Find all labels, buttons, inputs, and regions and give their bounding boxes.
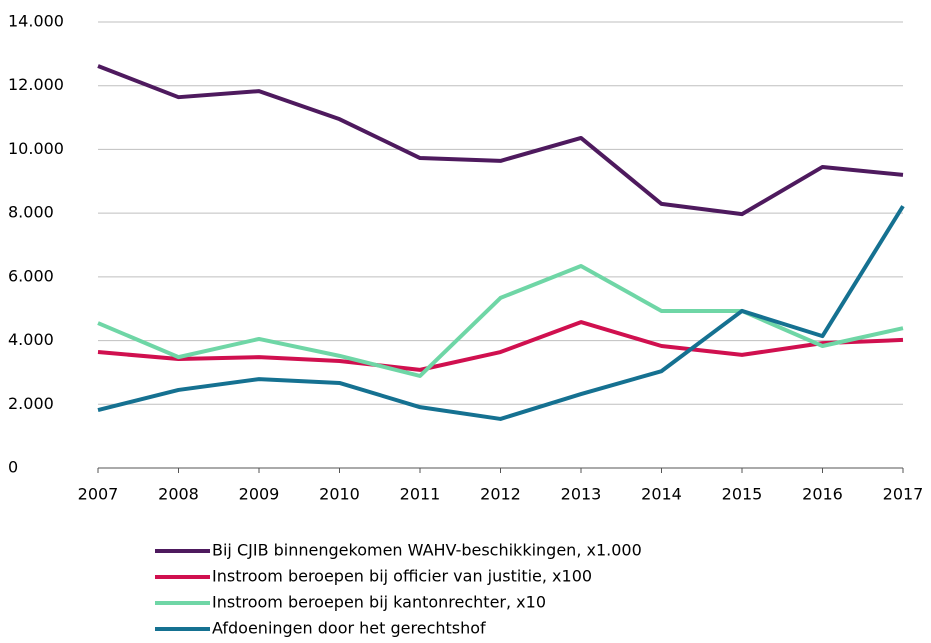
- x-tick-label: 2010: [319, 485, 360, 504]
- x-tick-label: 2015: [722, 485, 763, 504]
- series-line: [97, 264, 904, 378]
- series-line: [97, 205, 905, 421]
- y-tick-label: 8.000: [8, 203, 54, 222]
- series-line: [97, 64, 904, 217]
- series-line: [97, 320, 904, 372]
- y-tick-label: 0: [8, 458, 18, 477]
- y-tick-label: 2.000: [8, 394, 54, 413]
- x-tick-label: 2017: [883, 485, 924, 504]
- y-tick-label: 14.000: [8, 12, 64, 31]
- x-tick-label: 2014: [641, 485, 682, 504]
- y-tick-label: 4.000: [8, 330, 54, 349]
- x-tick-label: 2011: [400, 485, 441, 504]
- legend-label: Afdoeningen door het gerechtshof: [212, 619, 486, 638]
- y-tick-label: 10.000: [8, 139, 64, 158]
- y-tick-label: 12.000: [8, 75, 64, 94]
- x-tick-label: 2016: [802, 485, 843, 504]
- x-tick-label: 2007: [78, 485, 119, 504]
- legend-label: Instroom beroepen bij officier van justi…: [212, 567, 592, 586]
- x-tick-label: 2012: [480, 485, 521, 504]
- legend-label: Bij CJIB binnengekomen WAHV-beschikkinge…: [212, 541, 642, 560]
- x-tick-label: 2013: [561, 485, 602, 504]
- x-tick-label: 2009: [239, 485, 280, 504]
- legend-label: Instroom beroepen bij kantonrechter, x10: [212, 593, 546, 612]
- x-tick-label: 2008: [158, 485, 199, 504]
- y-tick-label: 6.000: [8, 266, 54, 285]
